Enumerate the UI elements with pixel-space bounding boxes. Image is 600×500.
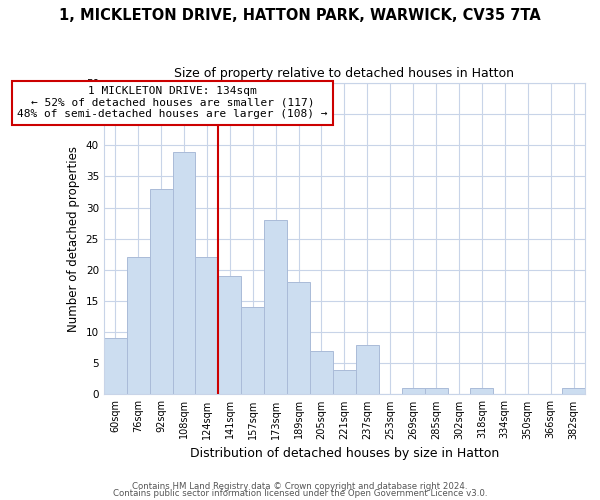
Bar — [218, 276, 241, 394]
Text: Contains public sector information licensed under the Open Government Licence v3: Contains public sector information licen… — [113, 489, 487, 498]
Bar — [310, 351, 333, 395]
Bar — [562, 388, 585, 394]
Text: Contains HM Land Registry data © Crown copyright and database right 2024.: Contains HM Land Registry data © Crown c… — [132, 482, 468, 491]
Bar — [241, 307, 264, 394]
Bar — [196, 258, 218, 394]
Text: 1, MICKLETON DRIVE, HATTON PARK, WARWICK, CV35 7TA: 1, MICKLETON DRIVE, HATTON PARK, WARWICK… — [59, 8, 541, 22]
Bar — [470, 388, 493, 394]
Bar — [287, 282, 310, 395]
Title: Size of property relative to detached houses in Hatton: Size of property relative to detached ho… — [175, 68, 514, 80]
Bar — [425, 388, 448, 394]
Bar — [104, 338, 127, 394]
Bar — [127, 258, 149, 394]
Bar — [149, 189, 173, 394]
Bar — [264, 220, 287, 394]
Bar — [356, 344, 379, 395]
X-axis label: Distribution of detached houses by size in Hatton: Distribution of detached houses by size … — [190, 447, 499, 460]
Bar — [173, 152, 196, 394]
Text: 1 MICKLETON DRIVE: 134sqm
← 52% of detached houses are smaller (117)
48% of semi: 1 MICKLETON DRIVE: 134sqm ← 52% of detac… — [17, 86, 328, 120]
Bar — [333, 370, 356, 394]
Y-axis label: Number of detached properties: Number of detached properties — [67, 146, 80, 332]
Bar — [401, 388, 425, 394]
